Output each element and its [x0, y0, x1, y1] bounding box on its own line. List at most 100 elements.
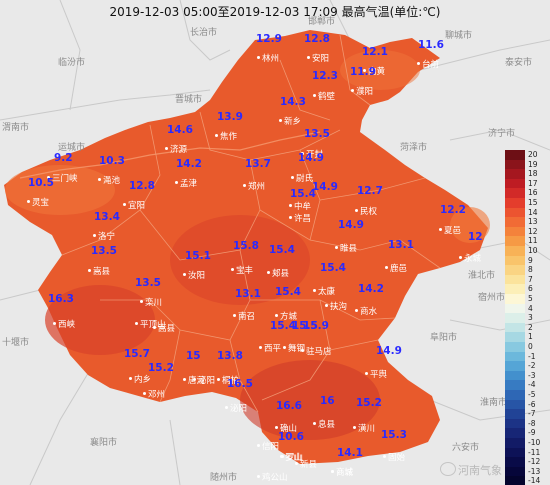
station-name: 民权 — [354, 207, 378, 217]
place-taian: 泰安市 — [505, 58, 533, 68]
place-yuncheng: 运城市 — [58, 143, 86, 153]
station-value: 13.1 — [235, 288, 261, 300]
legend-swatch — [505, 159, 525, 170]
station-value: 13.5 — [304, 128, 330, 140]
place-luan: 六安市 — [452, 443, 480, 453]
legend-label: 18 — [528, 169, 538, 179]
legend-label: 12 — [528, 226, 538, 236]
legend-label: 10 — [528, 246, 538, 255]
station-value: 15.2 — [148, 362, 174, 374]
legend-label: 7 — [528, 274, 533, 284]
station-value: 14.1 — [337, 447, 363, 459]
station-value: 10.3 — [99, 155, 125, 167]
legend-swatch — [505, 246, 525, 256]
station-value: 15.4 — [290, 188, 316, 200]
station-value: 14.2 — [176, 158, 202, 170]
station-name: 南召 — [232, 312, 256, 322]
legend-label: -4 — [528, 380, 536, 390]
station-value: 14.9 — [376, 345, 402, 357]
station-value: 13.8 — [217, 350, 243, 362]
cool-zone-east — [450, 207, 490, 243]
station-name: 济源 — [164, 145, 188, 155]
map-title: 2019-12-03 05:00至2019-12-03 17:09 最高气温(单… — [109, 5, 441, 19]
warm-zone-west — [45, 285, 155, 355]
legend-label: -9 — [528, 428, 536, 438]
station-name: 郏县 — [266, 269, 290, 279]
legend-label: -12 — [528, 457, 541, 467]
station-value: 15.1 — [185, 250, 211, 262]
small-label: 罗山 — [279, 453, 303, 463]
station-value: 14.3 — [280, 96, 306, 108]
legend-swatch — [505, 255, 525, 266]
station-name: 安阳 — [306, 54, 330, 64]
station-value: 15.8 — [233, 240, 259, 252]
station-name: 邓州 — [142, 390, 166, 400]
legend-label: -3 — [528, 370, 536, 380]
legend-swatch — [505, 265, 525, 275]
legend-swatch — [505, 476, 525, 485]
station-name: 三门峡 — [47, 174, 78, 184]
legend-swatch — [505, 303, 525, 314]
legend-swatch — [505, 217, 525, 227]
legend-swatch — [505, 409, 525, 419]
legend-label: -14 — [528, 476, 541, 485]
legend-swatch — [505, 294, 525, 304]
station-value: 13.5 — [135, 277, 161, 289]
station-name: 宝丰 — [230, 266, 254, 276]
station-value: 12.7 — [357, 185, 383, 197]
station-name: 汝阳 — [182, 271, 206, 281]
legend-label: 13 — [528, 217, 538, 227]
station-value: 15.4 — [269, 244, 295, 256]
legend-label: -7 — [528, 409, 536, 419]
cool-zone-north — [340, 50, 420, 90]
small-label: 鸡公山 — [257, 473, 288, 483]
station-name: 宜阳 — [122, 201, 146, 211]
legend-label: 14 — [528, 207, 538, 217]
station-value: 15.9 — [303, 320, 329, 332]
place-jincheng: 晋城市 — [175, 95, 203, 105]
place-heze: 菏泽市 — [400, 143, 428, 153]
small-label: 信阳 — [256, 442, 280, 452]
station-value: 15.4 — [275, 286, 301, 298]
legend-swatch — [505, 207, 525, 218]
legend-swatch — [505, 236, 525, 246]
legend-label: 15 — [528, 198, 538, 207]
station-name: 确山 — [274, 424, 298, 434]
station-name: 驻马店 — [301, 347, 332, 357]
legend-swatch — [505, 399, 525, 410]
place-liaocheng: 聊城市 — [445, 31, 473, 41]
station-value: 10.5 — [28, 177, 54, 189]
legend-swatch — [505, 390, 525, 400]
cool-zone-west — [5, 165, 115, 215]
legend-swatch — [505, 313, 525, 323]
place-xiangyang: 襄阳市 — [90, 438, 118, 448]
legend-label: -6 — [528, 399, 536, 409]
station-name: 内乡 — [128, 375, 152, 385]
legend-swatch — [505, 322, 525, 333]
legend-label: 2 — [528, 322, 533, 332]
legend-label: 11 — [528, 236, 538, 246]
place-huainan: 淮南市 — [480, 398, 508, 408]
legend-swatch — [505, 370, 525, 381]
station-name: 唐河 — [182, 376, 206, 386]
legend-label: -11 — [528, 447, 541, 457]
legend-swatch — [505, 418, 525, 429]
station-name: 息县 — [312, 420, 336, 430]
station-name: 鹿邑 — [384, 264, 408, 274]
legend-swatch — [505, 342, 525, 352]
legend-label: 9 — [528, 255, 533, 265]
yellow-river — [19, 131, 321, 179]
station-name: 潢川 — [352, 424, 376, 434]
station-name: 中牟 — [288, 202, 312, 212]
place-jining: 济宁市 — [488, 129, 516, 139]
legend-swatch — [505, 284, 525, 294]
station-name: 西峡 — [52, 320, 76, 330]
station-value: 13.1 — [388, 239, 414, 251]
station-name: 渑池 — [97, 176, 121, 186]
legend-swatch — [505, 428, 525, 438]
legend-label: 1 — [528, 332, 533, 342]
station-value: 14.6 — [167, 124, 193, 136]
